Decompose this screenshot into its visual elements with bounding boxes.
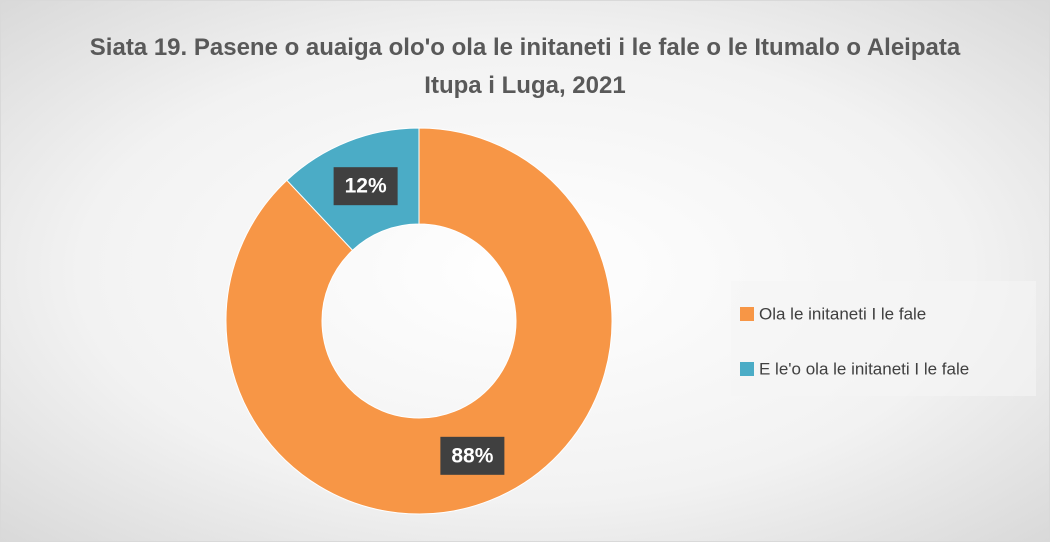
donut-slice [225,127,613,515]
legend-label: Ola le initaneti I le fale [759,304,926,323]
legend-swatch [740,307,754,321]
data-label: 88% [451,444,493,467]
chart-title: Siata 19. Pasene o auaiga olo'o ola le i… [89,34,961,99]
data-label: 12% [345,175,387,198]
data-label-box [440,436,505,475]
legend-label: E le'o ola le initaneti I le fale [759,359,969,378]
legend-swatch [740,362,754,376]
legend-box [731,281,1036,396]
data-label-box [333,167,398,206]
